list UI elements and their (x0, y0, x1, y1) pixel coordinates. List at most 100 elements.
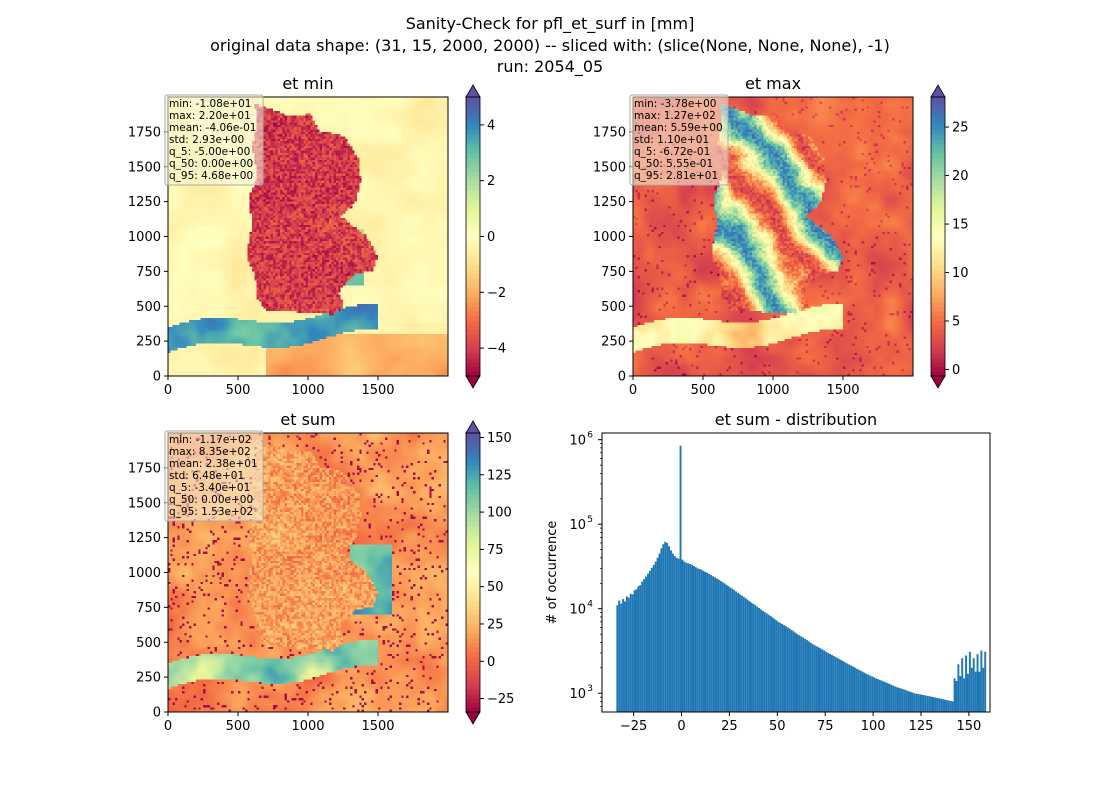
histogram-bar (965, 655, 968, 712)
colorbar-swatch (931, 143, 945, 149)
colorbar-swatch (466, 371, 480, 377)
histogram-bar (800, 636, 803, 712)
colorbar-swatch (466, 526, 480, 532)
histogram-bar (760, 609, 762, 712)
histogram-bar (727, 586, 730, 712)
colorbar-swatch (466, 287, 480, 293)
histogram-bar (823, 650, 826, 712)
colorbar-swatch (466, 190, 480, 196)
y-tick-label: 750 (136, 601, 161, 616)
colorbar-swatch (931, 292, 945, 298)
histogram-bar (934, 697, 937, 712)
colorbar-swatch (466, 310, 480, 317)
histogram-bar (813, 645, 816, 712)
histogram-bar (947, 700, 950, 712)
histogram-bar (765, 613, 768, 712)
colorbar-swatch (466, 433, 480, 439)
y-tick-label: 10 (569, 518, 586, 533)
colorbar-swatch (466, 479, 480, 485)
x-tick-label: 1500 (826, 383, 859, 398)
colorbar-swatch (931, 324, 945, 331)
histogram-bar (775, 620, 778, 712)
colorbar-swatch (466, 352, 480, 358)
histogram-bar (944, 699, 946, 712)
colorbar-swatch (466, 362, 480, 368)
histogram-bar (769, 616, 772, 712)
colorbar-swatch (931, 110, 945, 117)
histogram-bar (815, 646, 818, 712)
colorbar-swatch (931, 208, 945, 214)
histogram-bar (643, 578, 646, 712)
colorbar-extend-top (465, 84, 481, 98)
histogram-bar (859, 670, 862, 712)
y-tick-label: 500 (136, 636, 161, 651)
colorbar-swatch (931, 152, 945, 159)
colorbar-swatch (931, 115, 945, 121)
histogram-bar (938, 698, 941, 712)
histogram-bar (886, 683, 889, 712)
x-tick-label: 25 (721, 719, 738, 734)
colorbar-swatch (931, 124, 945, 131)
histogram-bar (930, 696, 933, 712)
colorbar-swatch (931, 329, 945, 335)
histogram-bar (631, 594, 634, 712)
colorbar-swatch (466, 236, 480, 242)
colorbar-swatch (931, 273, 945, 279)
colorbar-swatch (466, 707, 480, 713)
colorbar-swatch (931, 371, 945, 377)
colorbar-swatch (931, 264, 945, 270)
colorbar-swatch (466, 227, 480, 233)
colorbar-swatch (931, 194, 945, 200)
et-max-colorbar: 0 5 10 15 20 25 (930, 84, 969, 389)
et-max-stats-box (629, 94, 729, 186)
histogram-bar (625, 596, 628, 712)
histogram-bar (978, 671, 981, 712)
y-tick-label: 1750 (128, 461, 161, 476)
y-tick-label: 1000 (128, 566, 161, 581)
colorbar-swatch (466, 642, 480, 648)
colorbar-swatch (466, 553, 480, 560)
histogram-bar (733, 590, 736, 712)
colorbar-swatch (931, 129, 945, 135)
histogram-bar (740, 595, 743, 712)
histogram-bar (633, 590, 636, 712)
colorbar-tick-label: 75 (487, 543, 504, 558)
histogram-bar (767, 614, 770, 712)
colorbar-tick-label: 25 (487, 617, 504, 632)
et-max-stats-line: min: -3.78e+00 (634, 98, 716, 110)
histogram-bar (700, 569, 703, 712)
colorbar-tick-label: −4 (487, 342, 506, 357)
histogram-bar (685, 562, 688, 712)
histogram-bar (853, 667, 856, 712)
histogram-bar (878, 679, 881, 712)
colorbar-swatch (931, 241, 945, 247)
histogram-bar (683, 561, 686, 712)
histogram-bar (752, 603, 755, 712)
histogram-bar (627, 597, 630, 712)
et-sum-stats-line: mean: 2.38e+01 (169, 458, 258, 470)
histogram-bar (890, 684, 893, 712)
et-sum-stats-line: std: 6.48e+01 (169, 470, 244, 482)
histogram-bar (677, 558, 680, 712)
et-sum-title: et sum (280, 410, 335, 429)
histogram-bar (865, 673, 868, 712)
colorbar-swatch (466, 110, 480, 117)
colorbar-swatch (466, 320, 480, 326)
et-sum-stats-line: q_50: 0.00e+00 (169, 494, 253, 506)
colorbar-swatch (931, 320, 945, 326)
et-sum-stats-line: min: -1.17e+02 (169, 434, 251, 446)
colorbar-swatch (466, 180, 480, 186)
histogram-bar (907, 691, 910, 712)
histogram-bar (953, 678, 956, 712)
colorbar-swatch (466, 544, 480, 550)
colorbar-frame (930, 96, 946, 377)
histogram-bar (863, 672, 866, 712)
colorbar-swatch (466, 563, 480, 569)
y-tick-label: 750 (136, 265, 161, 280)
x-tick-label: −25 (620, 719, 647, 734)
colorbar-swatch (466, 264, 480, 270)
histogram-bar (915, 693, 918, 712)
colorbar-swatch (466, 366, 480, 372)
histogram-bar (641, 581, 644, 712)
y-tick-label: 250 (136, 671, 161, 686)
